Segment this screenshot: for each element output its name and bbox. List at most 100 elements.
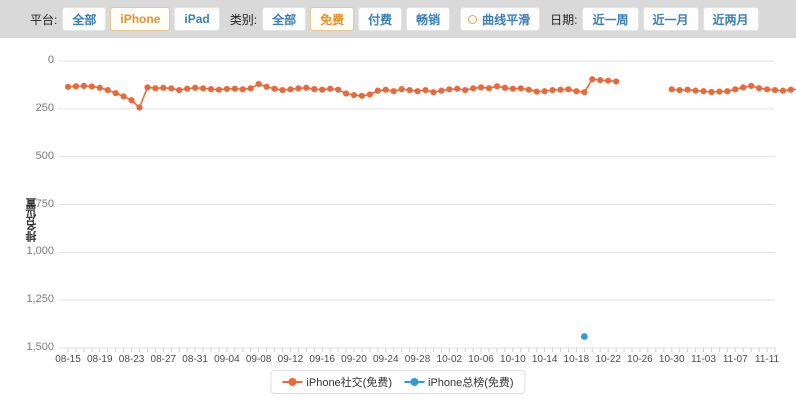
data-point[interactable] [327, 85, 334, 92]
data-point[interactable] [72, 83, 80, 90]
data-point[interactable] [732, 86, 739, 93]
data-point[interactable] [668, 86, 675, 93]
data-point[interactable] [350, 91, 358, 99]
data-point[interactable] [493, 83, 501, 90]
data-point[interactable] [390, 88, 397, 95]
data-point[interactable] [740, 84, 747, 91]
data-point[interactable] [120, 93, 127, 100]
data-point[interactable] [771, 86, 779, 94]
platform-option-iphone[interactable]: iPhone [110, 7, 171, 31]
data-point[interactable] [446, 86, 453, 93]
data-point[interactable] [724, 88, 731, 95]
data-point[interactable] [589, 76, 596, 83]
data-point[interactable] [454, 85, 461, 92]
data-point[interactable] [184, 85, 191, 92]
data-point[interactable] [80, 82, 87, 89]
data-point[interactable] [580, 333, 588, 340]
legend-item-iphone-social[interactable]: iPhone社交(免费) [282, 374, 392, 390]
data-point[interactable] [358, 92, 366, 99]
category-option-all[interactable]: 全部 [262, 7, 307, 31]
data-point[interactable] [676, 86, 683, 94]
data-point[interactable] [756, 85, 763, 92]
data-point[interactable] [414, 88, 421, 95]
data-point[interactable] [271, 85, 278, 92]
data-point[interactable] [787, 86, 794, 93]
platform-option-all[interactable]: 全部 [62, 7, 107, 31]
data-point[interactable] [684, 86, 691, 93]
date-option-month[interactable]: 近一月 [642, 7, 699, 31]
data-point[interactable] [613, 78, 620, 85]
category-option-grossing[interactable]: 畅销 [406, 7, 451, 31]
data-point[interactable] [533, 88, 540, 95]
data-point[interactable] [64, 83, 72, 90]
data-point[interactable] [176, 86, 183, 94]
data-point[interactable] [104, 86, 111, 94]
data-point[interactable] [605, 77, 612, 84]
data-point[interactable] [342, 90, 350, 97]
data-point[interactable] [144, 84, 151, 91]
data-point[interactable] [247, 85, 254, 92]
data-point[interactable] [565, 86, 572, 93]
data-point[interactable] [692, 87, 699, 94]
data-point[interactable] [303, 84, 310, 91]
data-point[interactable] [700, 88, 707, 95]
data-point[interactable] [581, 89, 588, 96]
data-point[interactable] [199, 85, 207, 92]
data-point[interactable] [88, 83, 95, 90]
data-point[interactable] [462, 86, 469, 94]
data-point[interactable] [549, 86, 556, 94]
data-point[interactable] [152, 85, 159, 92]
data-point[interactable] [215, 86, 223, 93]
data-point[interactable] [509, 85, 516, 92]
data-point[interactable] [334, 86, 342, 93]
data-point[interactable] [477, 84, 485, 91]
data-point[interactable] [319, 86, 326, 93]
data-point[interactable] [525, 86, 532, 93]
data-point[interactable] [136, 104, 143, 111]
data-point[interactable] [207, 86, 215, 93]
data-point[interactable] [438, 87, 445, 94]
date-option-week[interactable]: 近一周 [582, 7, 639, 31]
legend-item-iphone-overall[interactable]: iPhone总榜(免费) [404, 374, 514, 390]
category-option-free[interactable]: 免费 [310, 7, 355, 31]
data-point[interactable] [517, 85, 524, 92]
data-point[interactable] [485, 85, 493, 92]
data-point[interactable] [597, 77, 604, 84]
data-point[interactable] [223, 85, 230, 93]
curve-smooth-toggle[interactable]: 曲线平滑 [460, 7, 541, 31]
data-point[interactable] [716, 88, 723, 95]
data-point[interactable] [96, 84, 103, 91]
data-point[interactable] [748, 82, 755, 89]
data-point[interactable] [470, 85, 477, 92]
data-point[interactable] [573, 88, 580, 95]
data-point[interactable] [557, 86, 564, 93]
data-point[interactable] [279, 86, 286, 94]
data-point[interactable] [168, 85, 175, 92]
data-point[interactable] [192, 84, 199, 91]
data-point[interactable] [231, 85, 238, 92]
data-point[interactable] [311, 86, 318, 93]
data-point[interactable] [112, 90, 119, 97]
data-point[interactable] [763, 86, 771, 93]
category-option-paid[interactable]: 付费 [358, 7, 403, 31]
data-point[interactable] [255, 80, 262, 88]
data-point[interactable] [128, 97, 135, 104]
data-point[interactable] [382, 86, 389, 93]
data-point[interactable] [295, 85, 302, 92]
platform-option-ipad[interactable]: iPad [174, 7, 220, 31]
data-point[interactable] [374, 87, 381, 94]
data-point[interactable] [501, 84, 509, 91]
data-point[interactable] [160, 84, 167, 91]
data-point[interactable] [287, 86, 294, 93]
data-point[interactable] [430, 89, 437, 96]
data-point[interactable] [541, 88, 548, 95]
data-point[interactable] [239, 86, 246, 93]
data-point[interactable] [779, 87, 787, 94]
data-point[interactable] [422, 86, 429, 94]
data-point[interactable] [708, 88, 715, 96]
data-point[interactable] [398, 86, 405, 93]
date-option-two-months[interactable]: 近两月 [702, 7, 759, 31]
data-point[interactable] [263, 83, 270, 90]
data-point[interactable] [366, 91, 373, 98]
data-point[interactable] [406, 86, 413, 94]
